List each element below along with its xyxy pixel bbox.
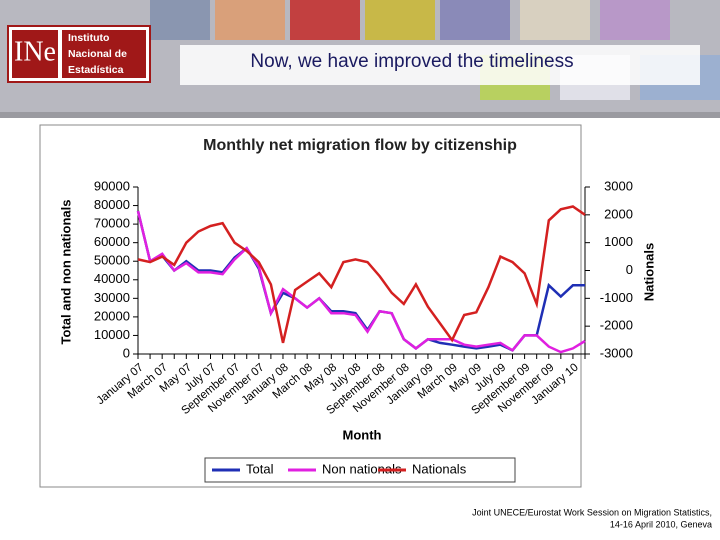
y-tick-label: 10000 (94, 327, 130, 342)
logo-text: Estadística (68, 64, 124, 76)
legend-box (204, 457, 516, 483)
y-tick-label: 50000 (94, 253, 130, 268)
y-tick-label: 40000 (94, 271, 130, 286)
y2-tick-label: 0 (626, 262, 633, 277)
logo-text: Instituto (68, 32, 109, 44)
footer: 14-16 April 2010, Geneva (610, 519, 712, 529)
legend-label: Non nationals (322, 461, 402, 476)
y2-tick-label: 1000 (604, 234, 633, 249)
y-tick-label: 70000 (94, 216, 130, 231)
y-tick-label: 80000 (94, 197, 130, 212)
legend-label: Total (246, 461, 274, 476)
y-tick-label: 20000 (94, 308, 130, 323)
y2-tick-label: 3000 (604, 178, 633, 193)
y-axis-label: Total and non nationals (58, 200, 73, 345)
y-tick-label: 0 (123, 345, 130, 360)
y-tick-label: 30000 (94, 290, 130, 305)
y-tick-label: 60000 (94, 234, 130, 249)
logo: INe (7, 25, 151, 83)
y2-axis-label: Nationals (641, 243, 656, 302)
logo-text: Nacional de (68, 48, 127, 60)
series-line (136, 210, 586, 354)
slide-title: Now, we have improved the timeliness (250, 51, 573, 72)
series-line (137, 205, 586, 344)
chart-title: Monthly net migration flow by citizenshi… (203, 137, 517, 154)
legend-label: Nationals (412, 461, 467, 476)
y-tick-label: 90000 (94, 178, 130, 193)
y2-tick-label: 2000 (604, 206, 633, 221)
y2-tick-label: -2000 (600, 318, 633, 333)
y2-tick-label: -3000 (600, 345, 633, 360)
footer: Joint UNECE/Eurostat Work Session on Mig… (472, 507, 712, 517)
svg-text:INe: INe (14, 36, 56, 67)
y2-tick-label: -1000 (600, 290, 633, 305)
x-axis-label: Month (343, 427, 382, 442)
building-photo (0, 0, 720, 118)
